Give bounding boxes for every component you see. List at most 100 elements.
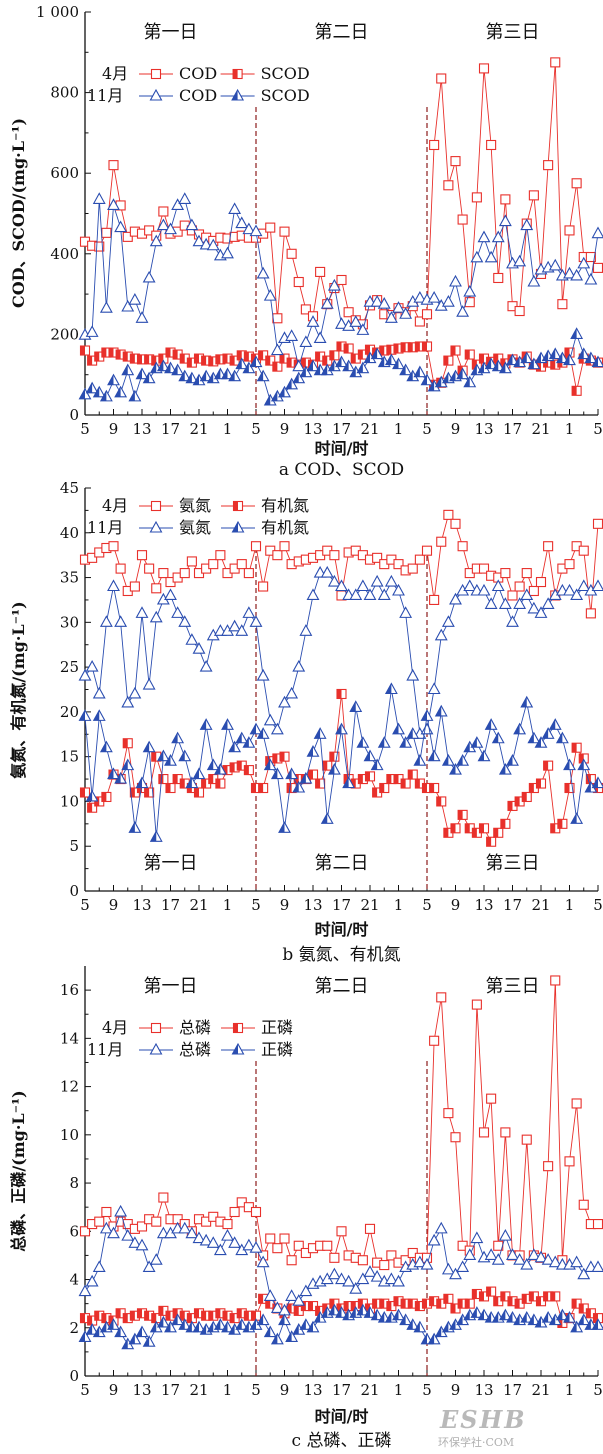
data-point-marker-fill [328,1304,335,1315]
data-point-marker-fill [264,1326,271,1337]
data-point-marker-fill [521,352,527,363]
data-point-marker [222,1219,233,1230]
x-tick-label: 5 [80,896,90,914]
y-tick-label: 5 [69,837,79,855]
data-point-marker-fill [435,705,442,716]
data-point-marker [443,1108,454,1119]
data-point-marker [571,178,582,189]
data-point-marker-fill [115,1326,121,1337]
data-point-marker-fill [286,378,292,389]
data-point-marker [92,686,106,699]
legend-label: COD [179,86,217,105]
data-point-marker-fill [386,345,392,355]
y-tick-label: 20 [60,703,79,721]
data-point-marker-fill [79,388,85,399]
data-point-marker-fill [414,755,420,766]
data-point-marker-fill [250,1319,256,1330]
x-tick-label: 17 [503,420,522,438]
data-point-marker-fill [293,372,299,383]
data-point-marker [363,1265,377,1277]
data-point-marker-fill [522,792,527,802]
data-point-marker [450,518,461,529]
data-point-marker-fill [393,1309,399,1320]
data-point-marker [535,576,547,588]
data-point-marker-fill [130,1311,135,1321]
data-point-marker [349,315,363,327]
data-point-marker-fill [465,350,470,360]
data-point-marker-fill [115,386,121,397]
data-point-marker-fill [130,354,135,364]
data-point-marker-fill [350,701,356,712]
data-point-marker-fill [571,813,577,824]
data-point-marker-fill [386,774,392,784]
data-point-marker-fill [321,364,328,375]
data-point-marker-fill [592,356,598,367]
data-point-marker [450,156,461,167]
data-point-marker [386,1250,397,1261]
data-point-marker [249,1241,263,1253]
data-point-marker-fill [556,352,563,363]
data-point-marker [541,597,555,609]
day-label: 第三日 [486,22,540,43]
data-point-marker-fill [93,1326,100,1337]
data-point-marker [527,601,541,614]
data-point-marker [336,274,347,286]
data-point-marker-fill [180,779,185,789]
data-point-marker-fill [549,719,556,730]
data-point-marker-fill [571,328,577,339]
data-point-marker-fill [165,755,171,766]
data-point-marker-fill [500,1291,506,1301]
data-point-marker-fill [572,386,577,396]
data-point-marker-fill [408,342,413,352]
data-point-marker-fill [328,360,335,371]
data-point-marker-fill [187,358,192,368]
data-point-marker-fill [130,787,135,797]
data-point-marker-fill [372,1299,378,1309]
legend-group-label: 11月 [87,518,123,537]
data-point-marker [171,198,185,210]
data-point-marker [263,288,277,301]
data-point-marker [441,615,455,627]
data-point-marker-fill [287,358,292,368]
data-point-marker-fill [508,801,513,811]
data-point-marker [115,563,126,574]
data-point-marker-fill [394,1296,399,1306]
data-point-marker-fill [251,1311,256,1321]
data-point-marker [463,284,477,297]
data-point-marker [249,615,263,627]
data-point-marker [457,214,468,225]
y-tick-label: 2 [69,1319,79,1337]
legend-label: 有机氮 [261,496,309,515]
data-point-marker [185,633,199,645]
data-point-marker-fill [585,1319,591,1330]
data-point-marker [548,258,562,271]
data-point-marker-fill [108,374,114,385]
data-point-marker-fill [492,1312,499,1323]
data-point-marker-fill [244,765,249,775]
data-point-marker [121,695,135,708]
data-point-marker-fill [422,341,427,351]
data-point-marker [128,1236,142,1248]
data-point-marker [541,1253,555,1265]
series-11月-COD [78,192,603,372]
data-point-marker [484,597,498,609]
series-4月-氨氮 [79,509,603,619]
data-point-marker-fill [535,352,541,363]
data-point-marker [564,225,575,236]
data-point-marker [263,713,277,726]
data-point-marker-fill [308,770,313,780]
watermark-text: 环保学社·COM [438,1435,514,1449]
x-tick-label: 9 [280,420,290,438]
x-tick-label: 1 [394,1381,404,1399]
y-tick-label: 30 [60,613,79,631]
data-point-marker [265,222,276,233]
data-point-marker-fill [443,356,449,366]
data-point-marker-fill [365,771,370,781]
series-4月-有机氮 [79,688,603,847]
data-point-marker-fill [507,755,513,766]
data-point-marker [192,1231,206,1244]
data-point-marker [413,290,427,303]
data-point-marker [149,610,163,623]
x-tick-label: 17 [161,896,180,914]
data-point-marker-fill [230,762,235,772]
